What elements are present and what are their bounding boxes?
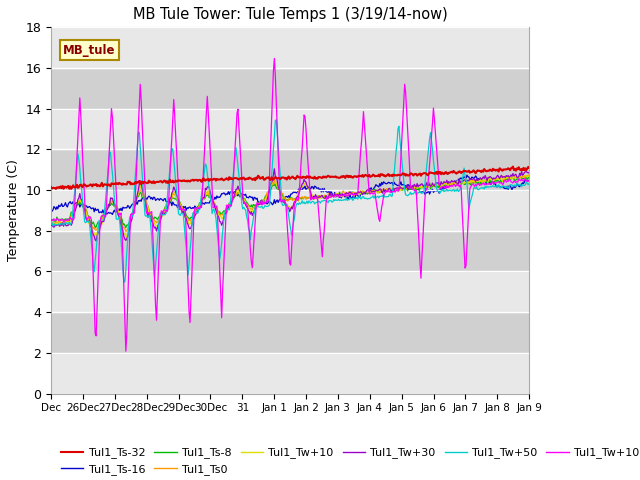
Text: MB_tule: MB_tule — [63, 44, 116, 57]
Legend: Tul1_Ts-32, Tul1_Ts-16, Tul1_Ts-8, Tul1_Ts0, Tul1_Tw+10, Tul1_Tw+30, Tul1_Tw+50,: Tul1_Ts-32, Tul1_Ts-16, Tul1_Ts-8, Tul1_… — [57, 443, 640, 480]
Title: MB Tule Tower: Tule Temps 1 (3/19/14-now): MB Tule Tower: Tule Temps 1 (3/19/14-now… — [132, 7, 447, 22]
Bar — [51, 149, 529, 190]
Bar — [51, 68, 529, 108]
Bar — [51, 353, 529, 394]
Bar — [51, 312, 529, 353]
Bar — [51, 272, 529, 312]
Bar — [51, 108, 529, 149]
Bar — [51, 27, 529, 68]
Y-axis label: Temperature (C): Temperature (C) — [7, 159, 20, 262]
Bar — [51, 231, 529, 272]
Bar — [51, 190, 529, 231]
